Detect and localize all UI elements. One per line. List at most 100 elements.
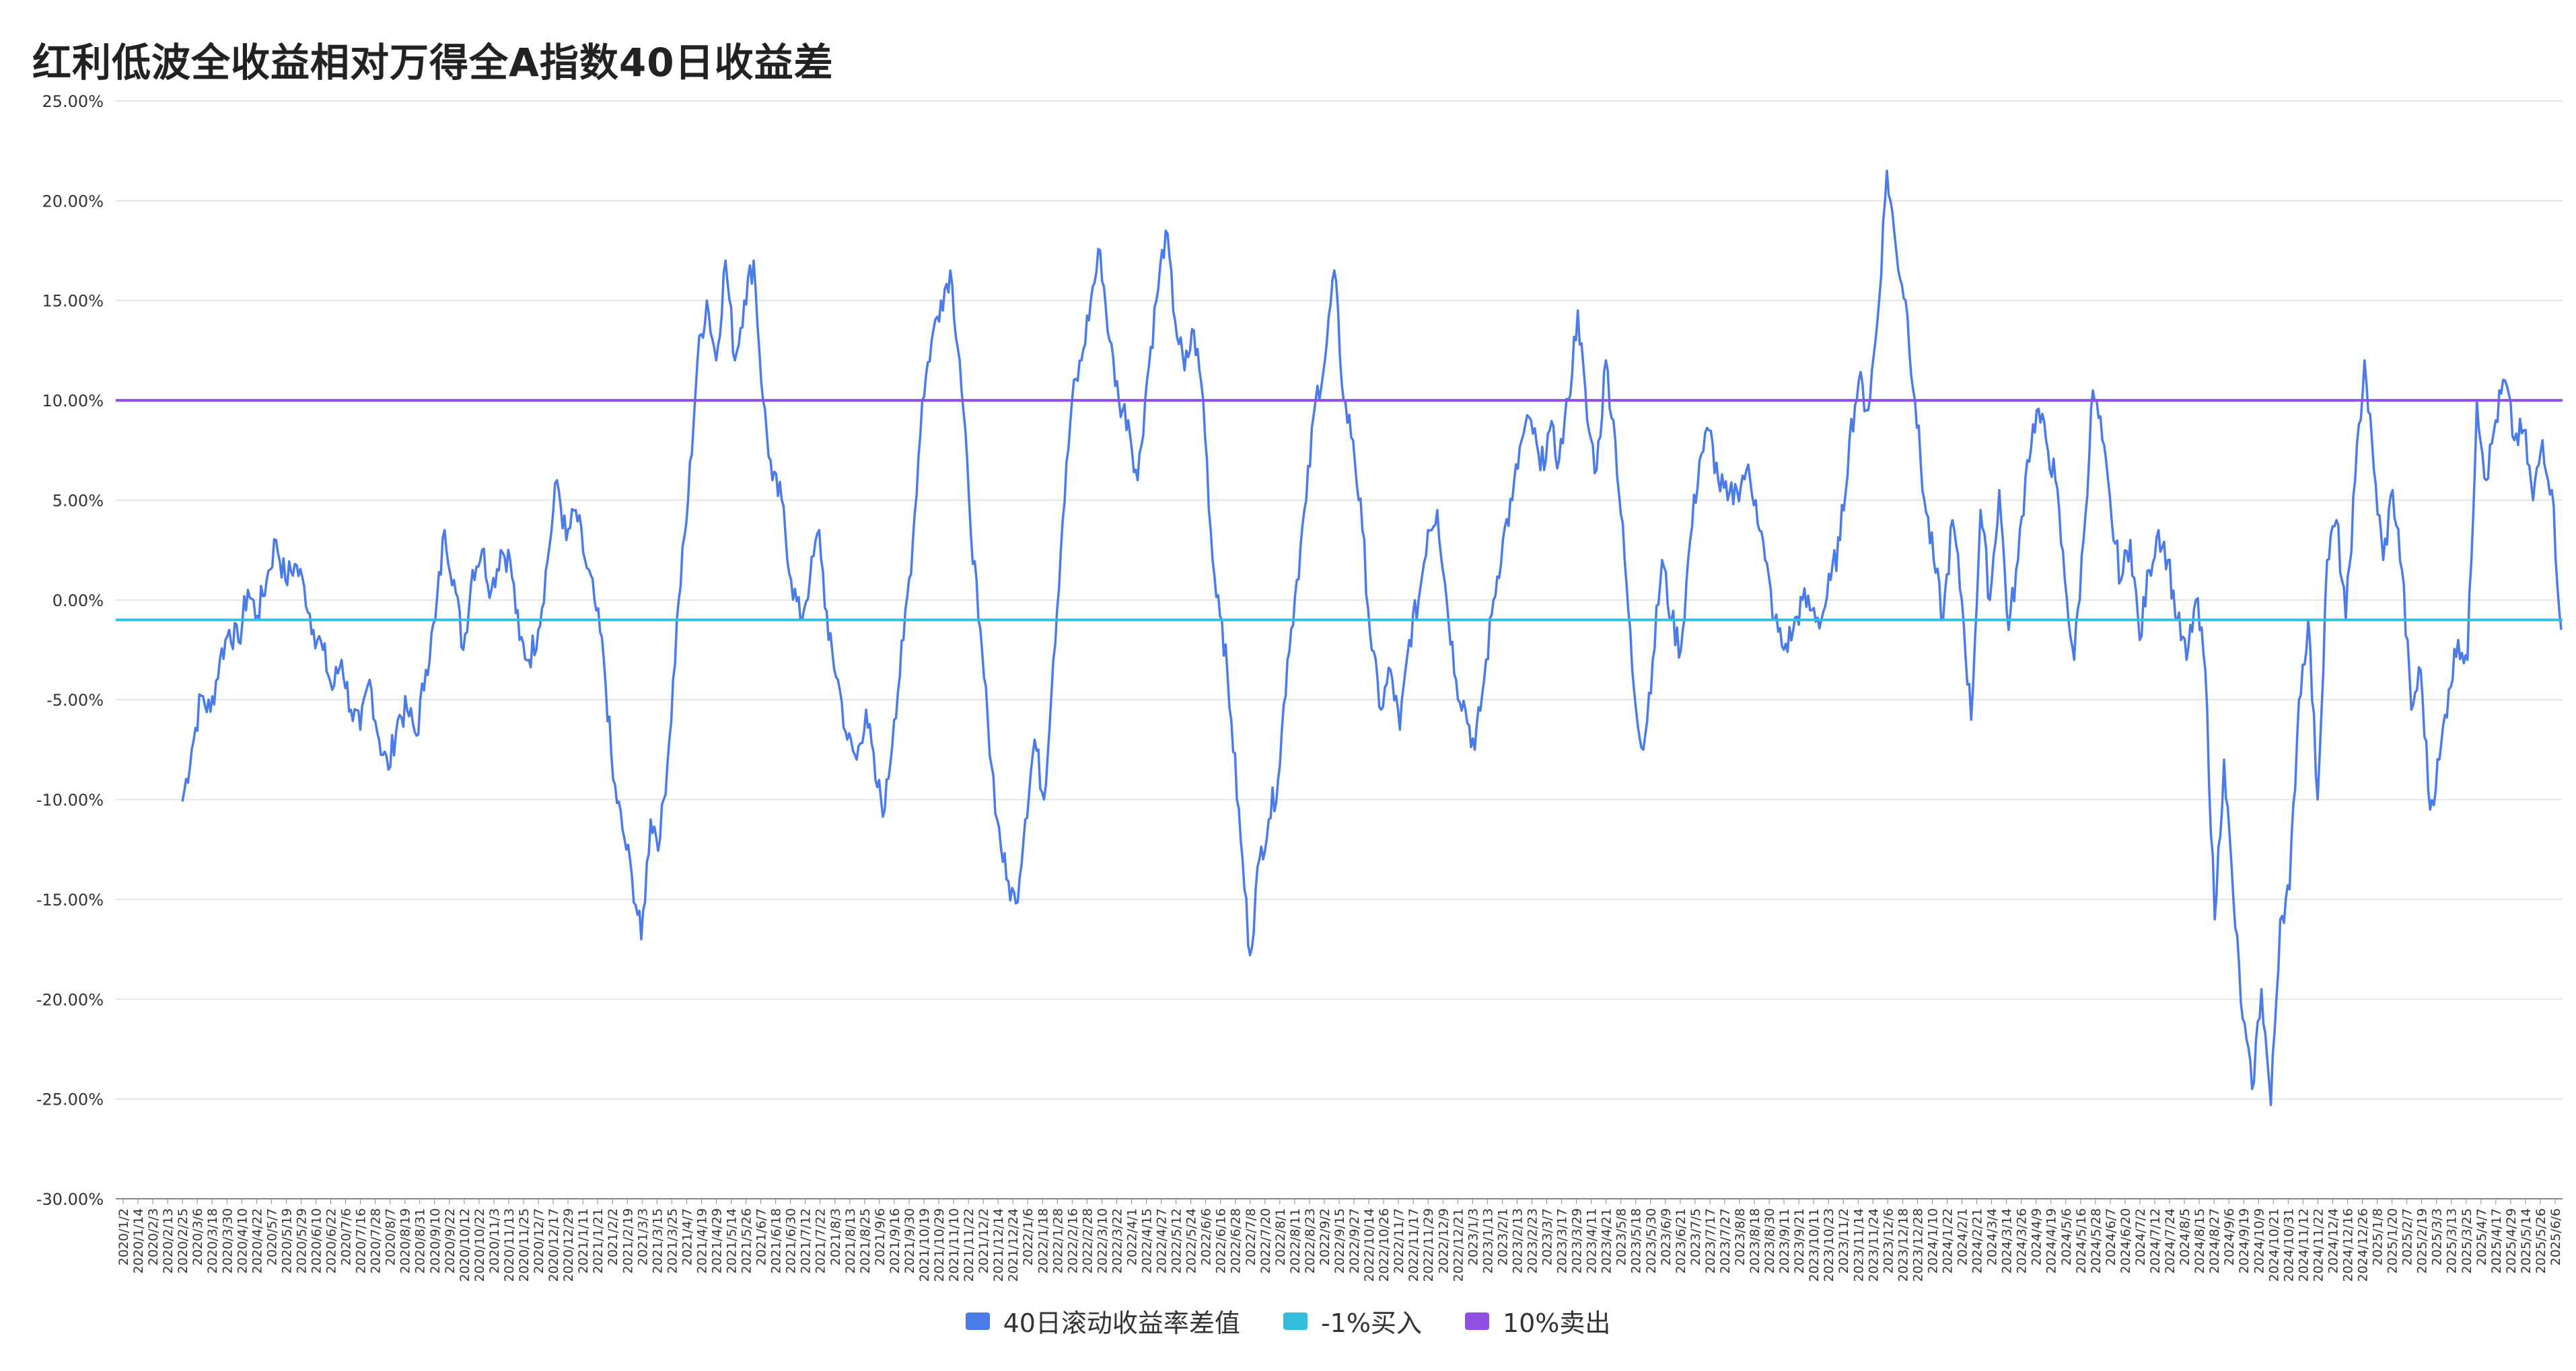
x-tick-label: 2022/7/20 bbox=[1258, 1208, 1273, 1273]
x-tick-label: 2021/7/22 bbox=[814, 1208, 828, 1273]
x-tick-label: 2023/12/28 bbox=[1910, 1208, 1925, 1282]
x-tick-label: 2021/5/14 bbox=[725, 1208, 740, 1273]
y-tick-label: 10.00% bbox=[42, 392, 104, 410]
x-tick-label: 2021/8/13 bbox=[843, 1208, 858, 1273]
x-tick-label: 2023/7/5 bbox=[1688, 1208, 1703, 1265]
y-tick-label: -20.00% bbox=[36, 990, 104, 1009]
x-tick-label: 2020/3/6 bbox=[190, 1208, 205, 1265]
x-tick-label: 2021/9/6 bbox=[873, 1208, 888, 1265]
x-tick-label: 2025/3/3 bbox=[2430, 1208, 2445, 1265]
x-tick-label: 2023/8/18 bbox=[1748, 1208, 1762, 1273]
x-tick-label: 2023/8/8 bbox=[1733, 1208, 1748, 1265]
x-tick-label: 2021/8/3 bbox=[828, 1208, 843, 1265]
x-tick-label: 2021/9/30 bbox=[902, 1208, 917, 1273]
x-tick-label: 2021/1/21 bbox=[591, 1208, 606, 1273]
x-tick-label: 2022/9/27 bbox=[1347, 1208, 1362, 1273]
legend-label-sell: 10%卖出 bbox=[1502, 1308, 1611, 1338]
x-tick-label: 2021/7/12 bbox=[799, 1208, 814, 1273]
x-tick-label: 2021/4/19 bbox=[694, 1208, 709, 1273]
x-tick-label: 2024/3/14 bbox=[2000, 1208, 2015, 1273]
legend-swatch-sell bbox=[1464, 1312, 1489, 1330]
x-tick-label: 2021/10/29 bbox=[932, 1208, 947, 1282]
y-tick-label: -15.00% bbox=[36, 891, 104, 910]
x-tick-label: 2025/4/29 bbox=[2504, 1208, 2519, 1273]
x-tick-label: 2024/1/22 bbox=[1940, 1208, 1955, 1273]
x-tick-label: 2022/6/16 bbox=[1214, 1208, 1229, 1273]
x-tick-label: 2020/11/25 bbox=[517, 1208, 532, 1282]
x-tick-label: 2022/11/29 bbox=[1421, 1208, 1436, 1282]
chart-legend: 40日滚动收益率差值 -1%买入 10%卖出 bbox=[0, 1302, 2576, 1339]
x-tick-label: 2024/3/4 bbox=[1985, 1208, 2000, 1265]
x-tick-label: 2021/3/15 bbox=[650, 1208, 665, 1273]
y-tick-label: 15.00% bbox=[42, 292, 104, 311]
x-tick-label: 2025/4/17 bbox=[2489, 1208, 2504, 1273]
x-tick-label: 2020/2/25 bbox=[176, 1208, 190, 1273]
x-tick-label: 2023/12/18 bbox=[1896, 1208, 1910, 1282]
x-tick-label: 2023/1/3 bbox=[1466, 1208, 1480, 1265]
x-tick-label: 2025/2/19 bbox=[2415, 1208, 2430, 1273]
x-tick-label: 2021/12/24 bbox=[1006, 1208, 1021, 1282]
x-tick-label: 2020/8/19 bbox=[398, 1208, 413, 1273]
y-tick-label: 0.00% bbox=[52, 591, 104, 610]
legend-item-buy[interactable]: -1%买入 bbox=[1283, 1302, 1422, 1339]
x-tick-label: 2023/2/13 bbox=[1510, 1208, 1525, 1273]
x-tick-label: 2025/6/6 bbox=[2548, 1208, 2563, 1265]
x-tick-label: 2020/8/31 bbox=[413, 1208, 428, 1273]
x-tick-label: 2020/4/10 bbox=[235, 1208, 250, 1273]
x-tick-label: 2020/10/12 bbox=[458, 1208, 472, 1282]
x-tick-label: 2021/4/29 bbox=[709, 1208, 724, 1273]
x-tick-label: 2021/2/2 bbox=[606, 1208, 620, 1265]
chart-title: 红利低波全收益相对万得全A指数40日收益差 bbox=[32, 40, 834, 85]
x-tick-label: 2022/6/6 bbox=[1199, 1208, 1214, 1265]
x-tick-label: 2021/6/30 bbox=[784, 1208, 799, 1273]
x-tick-label: 2024/8/5 bbox=[2178, 1208, 2192, 1265]
x-tick-label: 2020/1/2 bbox=[116, 1208, 131, 1265]
legend-item-series[interactable]: 40日滚动收益率差值 bbox=[965, 1302, 1240, 1339]
x-tick-label: 2024/3/26 bbox=[2015, 1208, 2030, 1273]
x-tick-label: 2022/3/22 bbox=[1110, 1208, 1124, 1273]
x-tick-label: 2024/11/22 bbox=[2311, 1208, 2326, 1282]
y-tick-label: -30.00% bbox=[36, 1190, 104, 1209]
x-tick-label: 2023/2/23 bbox=[1525, 1208, 1540, 1273]
x-axis-tick-labels: 2020/1/2 2020/1/14 2020/2/3 2020/2/13 2020/2… bbox=[116, 1199, 2563, 1282]
x-tick-label: 2022/10/26 bbox=[1377, 1208, 1392, 1282]
x-tick-label: 2023/9/21 bbox=[1792, 1208, 1807, 1273]
x-tick-label: 2025/3/13 bbox=[2445, 1208, 2460, 1273]
x-tick-label: 2024/12/26 bbox=[2356, 1208, 2371, 1282]
y-tick-label: -10.00% bbox=[36, 791, 104, 810]
x-tick-label: 2022/12/21 bbox=[1451, 1208, 1466, 1282]
x-tick-label: 2024/4/19 bbox=[2044, 1208, 2059, 1273]
y-tick-label: -5.00% bbox=[46, 691, 104, 710]
x-tick-label: 2024/10/21 bbox=[2266, 1208, 2281, 1282]
legend-label-buy: -1%买入 bbox=[1320, 1308, 1422, 1338]
x-tick-label: 2023/3/7 bbox=[1540, 1208, 1555, 1265]
x-tick-label: 2024/2/21 bbox=[1970, 1208, 1985, 1273]
x-tick-label: 2020/1/14 bbox=[131, 1208, 146, 1273]
x-tick-label: 2022/11/17 bbox=[1406, 1208, 1421, 1282]
legend-item-sell[interactable]: 10%卖出 bbox=[1464, 1302, 1611, 1339]
x-tick-label: 2022/4/27 bbox=[1155, 1208, 1170, 1273]
x-tick-label: 2025/1/20 bbox=[2386, 1208, 2400, 1273]
x-tick-label: 2022/5/24 bbox=[1184, 1208, 1199, 1273]
x-tick-label: 2020/4/22 bbox=[250, 1208, 264, 1273]
x-tick-label: 2020/5/19 bbox=[279, 1208, 294, 1273]
x-tick-label: 2024/12/4 bbox=[2326, 1208, 2340, 1273]
x-tick-label: 2020/11/13 bbox=[502, 1208, 517, 1282]
x-tick-label: 2021/3/3 bbox=[635, 1208, 650, 1265]
x-tick-label: 2025/4/7 bbox=[2474, 1208, 2489, 1265]
x-tick-label: 2020/12/29 bbox=[561, 1208, 576, 1282]
x-tick-label: 2021/6/18 bbox=[769, 1208, 784, 1273]
x-tick-label: 2023/11/24 bbox=[1866, 1208, 1881, 1282]
x-tick-label: 2023/11/14 bbox=[1851, 1208, 1866, 1282]
x-tick-label: 2024/10/9 bbox=[2252, 1208, 2266, 1273]
x-tick-label: 2023/6/21 bbox=[1674, 1208, 1688, 1273]
x-tick-label: 2023/4/11 bbox=[1585, 1208, 1600, 1273]
x-tick-label: 2020/11/3 bbox=[487, 1208, 502, 1273]
legend-label-series: 40日滚动收益率差值 bbox=[1003, 1308, 1240, 1338]
x-tick-label: 2022/1/18 bbox=[1036, 1208, 1050, 1273]
x-tick-label: 2022/11/7 bbox=[1392, 1208, 1406, 1273]
x-tick-label: 2020/6/10 bbox=[309, 1208, 324, 1273]
x-tick-label: 2023/1/13 bbox=[1480, 1208, 1495, 1273]
x-tick-label: 2025/1/8 bbox=[2371, 1208, 2386, 1265]
x-tick-label: 2023/5/8 bbox=[1614, 1208, 1629, 1265]
